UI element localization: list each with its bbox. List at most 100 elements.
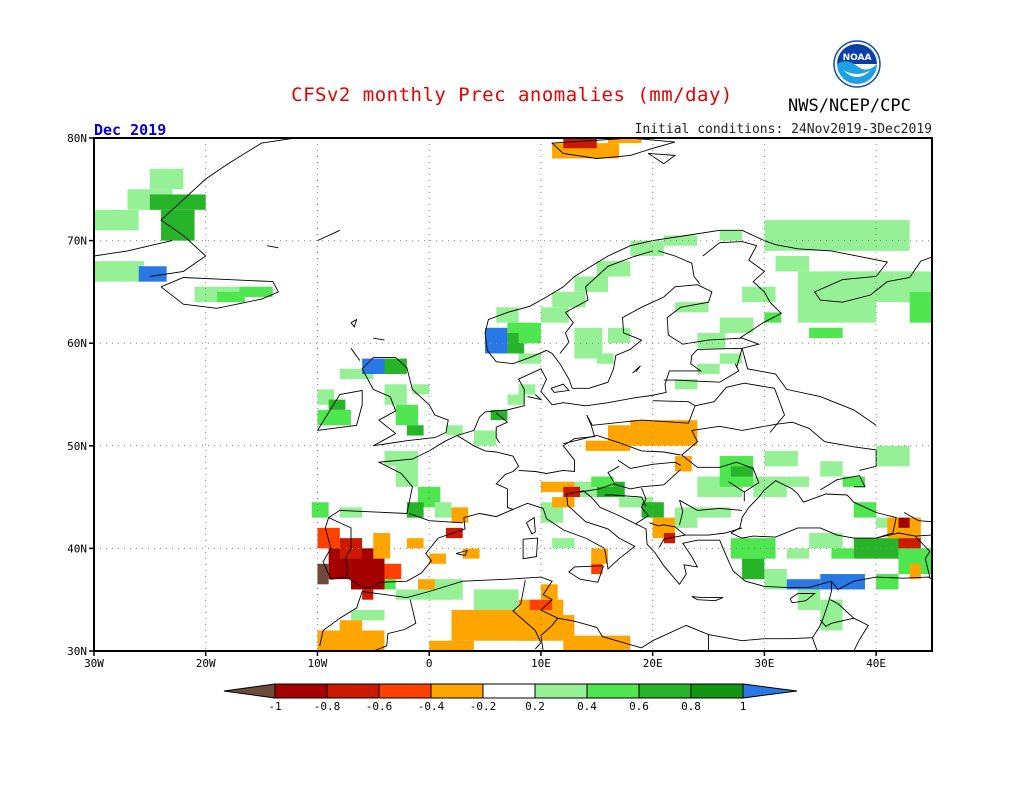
colorbar-swatch (482, 683, 536, 699)
anomaly-cell (730, 466, 754, 477)
coastline-segment (728, 481, 745, 502)
anomaly-cell (328, 399, 346, 410)
coastline-segment (322, 490, 724, 589)
coastline-segment (903, 512, 932, 523)
anomaly-cell (591, 563, 603, 575)
lon-tick-label: 0 (426, 657, 433, 670)
anomaly-cell (831, 548, 854, 559)
anomaly-cell (596, 261, 631, 277)
coastline-segment (586, 400, 696, 426)
colorbar-swatch (430, 683, 484, 699)
colorbar: -1 -0.8 -0.6 -0.4 -0.2 0.2 0.4 0.6 0.8 1 (223, 683, 798, 713)
anomaly-cell (362, 589, 374, 600)
anomaly-cell (909, 563, 921, 580)
coastline-segment (540, 617, 559, 651)
coastline-segment (362, 576, 642, 649)
anomaly-cell (406, 538, 424, 549)
coastline-segment (350, 318, 358, 328)
anomaly-cell (395, 404, 419, 426)
colorbar-label: 1 (740, 700, 747, 713)
coastline-segment (328, 368, 553, 518)
coastline-segment (914, 535, 931, 578)
anomaly-cell (429, 579, 463, 600)
anomaly-cell (596, 353, 614, 364)
anomaly-cell (853, 538, 899, 559)
map-frame (93, 137, 933, 652)
anomaly-cell (909, 291, 932, 323)
lat-tick-label: 50N (67, 440, 87, 453)
anomaly-cell (786, 548, 810, 559)
colorbar-label: 0.2 (525, 700, 545, 713)
noaa-logo-icon: NOAA (833, 40, 881, 88)
anomaly-cell (719, 317, 754, 333)
coastline-segment (486, 284, 761, 407)
coastline-segment (702, 241, 782, 339)
anomaly-cell (591, 548, 608, 564)
initial-conditions: Initial conditions: 24Nov2019-3Dec2019 (634, 122, 932, 137)
anomaly-cell (418, 486, 441, 508)
anomaly-cell (518, 384, 536, 395)
coastline-segment (819, 617, 854, 627)
colorbar-label: -0.2 (470, 700, 497, 713)
coastline-segment (408, 513, 463, 524)
lon-tick-label: 20E (643, 657, 663, 670)
coastline-segment (617, 459, 681, 469)
anomaly-cell (607, 327, 631, 344)
coastline-segment (373, 337, 385, 341)
anomaly-cell (764, 450, 798, 467)
anomaly-cell (719, 353, 743, 364)
coastline-segment (455, 549, 468, 557)
coastline-segment (319, 591, 363, 646)
anomaly-cell (311, 502, 329, 518)
anomaly-cell (406, 425, 424, 436)
anomaly-cell (552, 497, 575, 508)
coastline-segment (373, 599, 417, 651)
coastlines (94, 138, 932, 651)
anomaly-cell (697, 332, 726, 349)
colorbar-label: 0.8 (681, 700, 701, 713)
coastline-segment (641, 548, 832, 649)
coastline-segment (551, 138, 676, 159)
coastline-segment (647, 152, 677, 165)
anomaly-cell (820, 461, 843, 477)
anomaly-cell (675, 379, 698, 390)
coastline-segment (635, 487, 649, 525)
coastline-segment (680, 430, 760, 493)
anomaly-cell (898, 538, 921, 549)
colorbar-low-arrow (223, 683, 276, 699)
anomaly-cell (753, 476, 787, 498)
anomaly-cell (786, 579, 821, 590)
noaa-logo-text: NOAA (843, 53, 872, 63)
anomaly-cell (384, 384, 407, 405)
anomaly-cell (339, 620, 363, 631)
anomaly-cell (563, 635, 631, 651)
coastline-segment (876, 532, 932, 539)
colorbar-label: 0.4 (577, 700, 597, 713)
anomaly-cell (317, 630, 385, 651)
coastline-segment (604, 494, 647, 507)
anomaly-cell (339, 368, 374, 380)
anomaly-cell (820, 599, 843, 631)
coastline-segment (831, 576, 932, 590)
lat-tick-label: 80N (67, 132, 87, 145)
anomaly-cell (552, 291, 586, 308)
anomaly-cell (540, 481, 575, 492)
anomaly-cell (94, 209, 139, 231)
anomaly-cell (138, 266, 167, 282)
coastline-segment (317, 229, 340, 242)
coastline-segment (691, 596, 724, 602)
agency-label: NWS/NCEP/CPC (788, 96, 911, 116)
coastline-segment (736, 348, 743, 368)
lon-tick-label: 20W (196, 657, 216, 670)
anomaly-cell (540, 307, 569, 323)
anomaly-cell (630, 240, 664, 256)
colorbar-label: -1 (268, 700, 281, 713)
anomaly-cell (473, 430, 497, 446)
anomaly-cell (161, 209, 195, 241)
colorbar-swatch (690, 683, 744, 699)
anomaly-cell (384, 563, 402, 580)
coastline-segment (525, 516, 536, 535)
anomaly-cell (507, 394, 525, 405)
anomaly-cell (853, 502, 877, 518)
axis-ticks: 30W 20W 10W 0 10E 20E 30E 40E 30N 40N 50N 60N 70N 80N (67, 132, 886, 670)
